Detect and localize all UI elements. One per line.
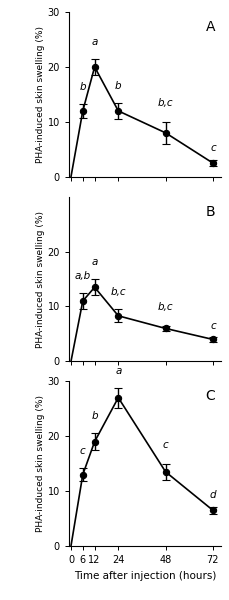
Text: a: a bbox=[91, 257, 97, 267]
Y-axis label: PHA-induced skin swelling (%): PHA-induced skin swelling (%) bbox=[36, 211, 45, 347]
Text: a: a bbox=[91, 37, 97, 47]
Text: b,c: b,c bbox=[110, 287, 125, 297]
Text: c: c bbox=[80, 446, 85, 456]
Text: C: C bbox=[205, 389, 214, 403]
Text: b: b bbox=[91, 411, 98, 421]
Y-axis label: PHA-induced skin swelling (%): PHA-induced skin swelling (%) bbox=[36, 26, 45, 163]
Text: d: d bbox=[209, 490, 215, 500]
Text: B: B bbox=[205, 205, 214, 219]
Y-axis label: PHA-induced skin swelling (%): PHA-induced skin swelling (%) bbox=[36, 395, 45, 532]
Text: b,c: b,c bbox=[157, 302, 173, 312]
Text: b,c: b,c bbox=[157, 98, 173, 108]
Text: c: c bbox=[209, 320, 215, 331]
Text: c: c bbox=[162, 440, 168, 450]
Text: a: a bbox=[114, 365, 121, 376]
Text: b: b bbox=[79, 82, 86, 92]
Text: a,b: a,b bbox=[74, 271, 90, 281]
X-axis label: Time after injection (hours): Time after injection (hours) bbox=[73, 571, 215, 581]
Text: c: c bbox=[209, 143, 215, 153]
Text: b: b bbox=[114, 80, 121, 91]
Text: A: A bbox=[205, 20, 214, 34]
